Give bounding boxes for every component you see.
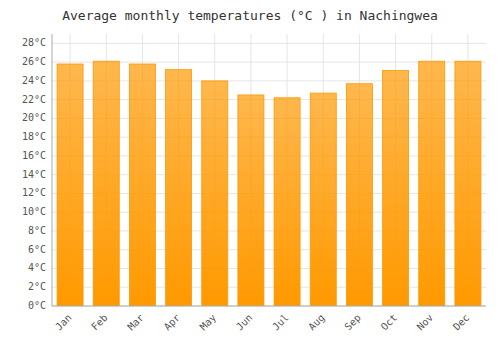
axes: 0°C 2°C 4°C 6°C 8°C 10°C 12°C 14°C 16°C 18°C 20°C 2… (22, 37, 472, 332)
bar (455, 61, 481, 306)
x-axis-line (52, 306, 486, 307)
chart-title: Average monthly temperatures (°C ) in Na… (62, 8, 438, 23)
bar (419, 61, 445, 306)
y-tick-label: 12°C (22, 187, 46, 198)
y-tick-label: 10°C (22, 206, 46, 217)
y-tick-label: 16°C (22, 150, 46, 161)
y-tick-label: 28°C (22, 37, 46, 48)
x-tick-label: Jul (270, 312, 291, 333)
y-tick-label: 0°C (28, 300, 46, 311)
y-grid-line (52, 306, 486, 307)
bars (57, 61, 481, 306)
bar (310, 93, 336, 306)
x-tick-label: Nov (415, 312, 436, 333)
x-tick-label: Aug (306, 312, 327, 333)
chart-svg: Average monthly temperatures (°C ) in Na… (0, 0, 500, 350)
x-tick-label: May (198, 312, 219, 333)
bar (274, 98, 300, 306)
x-tick-label: Mar (125, 312, 146, 333)
y-tick-label: 2°C (28, 281, 46, 292)
bar (202, 81, 228, 306)
y-grid-line (52, 43, 486, 44)
x-tick-label: Jun (234, 312, 255, 333)
bar (346, 84, 372, 306)
x-tick-label: Oct (379, 312, 400, 333)
x-tick-label: Apr (162, 312, 183, 333)
y-tick-label: 22°C (22, 94, 46, 105)
grid (52, 34, 486, 306)
bar (129, 64, 155, 306)
x-tick-label: Sep (342, 312, 363, 333)
bar (383, 71, 409, 306)
bar (238, 95, 264, 306)
bar (57, 64, 83, 306)
y-tick-label: 24°C (22, 75, 46, 86)
y-tick-label: 8°C (28, 225, 46, 236)
bar (166, 70, 192, 306)
y-tick-label: 26°C (22, 56, 46, 67)
y-tick-label: 20°C (22, 112, 46, 123)
chart-container: Average monthly temperatures (°C ) in Na… (0, 0, 500, 350)
bar (93, 61, 119, 306)
x-tick-label: Dec (451, 312, 472, 333)
y-tick-label: 14°C (22, 169, 46, 180)
y-tick-label: 6°C (28, 244, 46, 255)
y-axis-line (52, 34, 53, 306)
y-tick-label: 4°C (28, 262, 46, 273)
x-tick-label: Jan (53, 312, 74, 333)
x-tick-label: Feb (89, 312, 110, 333)
y-tick-label: 18°C (22, 131, 46, 142)
